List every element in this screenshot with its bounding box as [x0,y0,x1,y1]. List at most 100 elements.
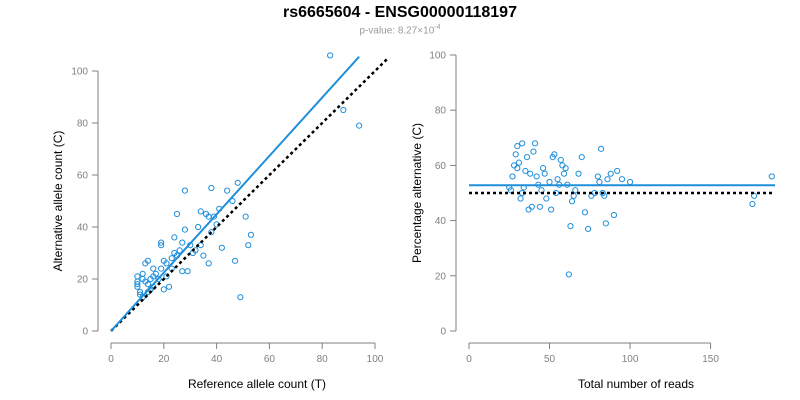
data-point [208,184,215,192]
data-point [578,154,585,161]
data-point [585,225,592,232]
data-point [749,200,756,208]
data-point [173,210,181,218]
x-tick-label: 0 [108,354,114,365]
data-point [237,294,244,301]
data-point [523,154,531,161]
data-point [602,220,609,227]
data-point [152,270,159,277]
y-tick-label: 40 [435,216,447,227]
data-point [181,226,189,233]
data-point [572,187,579,194]
x-tick-label: 150 [702,354,719,365]
data-point [176,247,183,254]
data-point [179,239,186,246]
x-tick-label: 40 [211,354,223,365]
data-point [618,176,626,183]
data-point [136,288,144,296]
data-point [533,173,540,180]
y-tick-label: 100 [71,67,88,78]
p-value-exponent: -4 [434,24,441,31]
data-point [247,231,255,238]
data-point [171,234,178,241]
data-point [565,271,572,278]
data-point [200,252,207,259]
data-point [594,173,601,180]
data-point [546,178,553,186]
y-tick-label: 0 [82,327,88,338]
x-tick-label: 20 [158,354,170,365]
data-point [158,242,165,249]
data-point [596,178,603,186]
data-point [181,187,189,194]
data-point [210,213,218,220]
data-point [557,156,564,163]
data-point [581,209,589,216]
data-point [150,265,157,272]
data-point [614,167,621,175]
data-point [242,213,249,220]
x-axis-label: Total number of reads [578,377,694,391]
data-point [601,192,608,199]
data-point [541,170,548,177]
y-tick-label: 0 [440,327,446,338]
data-point [515,159,523,166]
x-tick-label: 100 [367,354,384,365]
data-point [536,203,543,210]
data-point [163,260,170,267]
data-point [168,255,175,262]
fit-line [110,56,360,332]
data-point [768,173,775,180]
data-point [144,281,152,288]
data-point [604,176,611,183]
data-point [509,173,516,180]
data-point [528,203,535,210]
data-point [548,206,555,213]
data-point [610,211,618,219]
reference-line [110,57,390,332]
chart-title: rs6665604 - ENSG00000118197 [283,4,517,21]
x-tick-label: 0 [466,354,472,365]
data-point [134,281,141,288]
data-point [158,265,165,272]
p-value-subtitle: p-value: 8.27×10-4 [0,24,800,36]
y-tick-label: 60 [77,171,89,182]
data-point [356,122,363,129]
data-point [527,170,534,177]
y-tick-label: 60 [435,161,447,172]
data-point [575,170,582,177]
data-point [517,195,524,202]
data-point [195,223,202,231]
data-point [158,239,165,246]
data-point [234,179,241,186]
x-tick-label: 50 [544,354,556,365]
data-point [750,192,758,199]
data-point [607,170,614,177]
data-point [551,151,558,158]
data-point [231,257,239,264]
data-point [597,145,605,152]
data-point [519,140,526,147]
data-point [543,195,550,202]
data-point [160,286,167,293]
data-point [554,176,561,183]
data-point [208,229,215,236]
data-point [139,270,146,277]
p-value-text: p-value: 8.27×10 [359,25,435,37]
data-point [165,283,173,290]
data-point [530,148,537,155]
data-point [626,178,634,186]
y-tick-label: 80 [435,106,447,117]
data-point [205,260,212,267]
data-point [507,187,514,194]
data-point [514,165,521,172]
data-point [522,167,529,175]
data-point [144,257,152,264]
x-tick-label: 80 [317,354,329,365]
y-tick-label: 40 [77,223,89,234]
data-point [340,106,347,114]
y-tick-label: 100 [429,51,446,62]
